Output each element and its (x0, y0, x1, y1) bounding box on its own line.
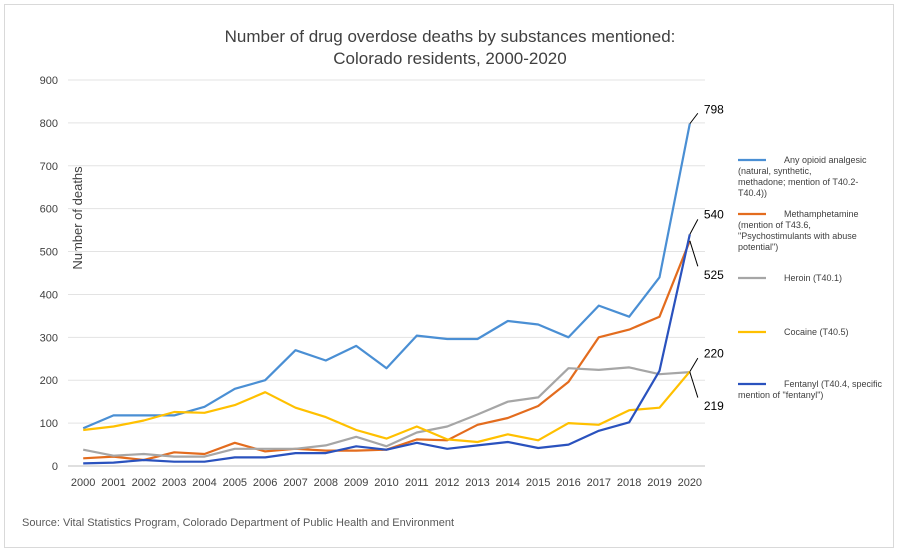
chart-title-line-1: Number of drug overdose deaths by substa… (224, 27, 676, 46)
x-tick-label: 2000 (71, 477, 95, 489)
y-tick-label: 400 (40, 289, 58, 301)
end-label-leader (689, 371, 699, 398)
y-tick-label: 700 (40, 161, 58, 173)
x-tick-label: 2020 (678, 477, 702, 489)
legend-entry-text: Fentanyl (T40.4, specific (784, 379, 883, 389)
x-tick-label: 2003 (162, 477, 186, 489)
legend-entry-text: methadone; mention of T40.2- (738, 177, 858, 187)
y-tick-label: 500 (40, 247, 58, 259)
y-tick-label: 200 (40, 375, 58, 387)
chart-frame (4, 4, 894, 548)
end-label-leader (689, 357, 699, 372)
series-line-3 (82, 366, 690, 458)
x-tick-label: 2019 (647, 477, 671, 489)
y-tick-label: 0 (52, 461, 58, 473)
x-tick-label: 2009 (344, 477, 368, 489)
end-label-leader (689, 219, 699, 235)
chart-title: Number of drug overdose deaths by substa… (0, 26, 900, 70)
x-tick-label: 2006 (253, 477, 277, 489)
x-tick-label: 2004 (192, 477, 216, 489)
legend-entry-text: Methamphetamine (784, 209, 859, 219)
x-tick-label: 2011 (405, 477, 429, 489)
end-data-label: 219 (704, 399, 724, 413)
x-tick-label: 2001 (101, 477, 125, 489)
x-tick-label: 2015 (526, 477, 550, 489)
x-tick-label: 2007 (283, 477, 307, 489)
legend-entry-text: potential") (738, 242, 778, 252)
x-tick-label: 2013 (465, 477, 489, 489)
x-tick-label: 2008 (314, 477, 338, 489)
series-line-5 (83, 234, 691, 465)
legend-entry-text: Any opioid analgesic (784, 155, 867, 165)
x-tick-label: 2018 (617, 477, 641, 489)
x-tick-label: 2012 (435, 477, 459, 489)
end-data-label: 540 (704, 207, 724, 221)
end-data-label: 798 (704, 103, 724, 117)
chart-title-line-2: Colorado residents, 2000-2020 (333, 49, 567, 68)
x-tick-label: 2016 (556, 477, 580, 489)
legend-entry-text: (mention of T43.6, (738, 220, 811, 230)
x-tick-label: 2014 (496, 477, 520, 489)
series-line-1 (82, 123, 691, 430)
legend-entry-text: mention of "fentanyl") (738, 390, 823, 400)
end-label-leader (689, 112, 699, 125)
x-tick-label: 2002 (132, 477, 156, 489)
legend-entry-text: "Psychostimulants with abuse (738, 231, 857, 241)
legend-entry-text: T40.4)) (738, 188, 767, 198)
x-tick-label: 2005 (223, 477, 247, 489)
x-tick-label: 2017 (587, 477, 611, 489)
x-tick-label: 2010 (374, 477, 398, 489)
y-tick-label: 800 (40, 118, 58, 130)
legend-entry-text: Cocaine (T40.5) (784, 327, 849, 337)
end-label-leader (689, 240, 699, 267)
series-line-2 (83, 240, 691, 462)
y-tick-label: 900 (40, 75, 58, 87)
y-tick-label: 600 (40, 204, 58, 216)
legend-entry-text: Heroin (T40.1) (784, 273, 842, 283)
source-note: Source: Vital Statistics Program, Colora… (22, 517, 455, 529)
y-tick-label: 100 (40, 418, 58, 430)
end-data-label: 220 (704, 347, 724, 361)
y-tick-label: 300 (40, 332, 58, 344)
legend-entry-text: (natural, synthetic, (738, 166, 812, 176)
series-line-4 (83, 370, 691, 444)
end-data-label: 525 (704, 268, 724, 282)
